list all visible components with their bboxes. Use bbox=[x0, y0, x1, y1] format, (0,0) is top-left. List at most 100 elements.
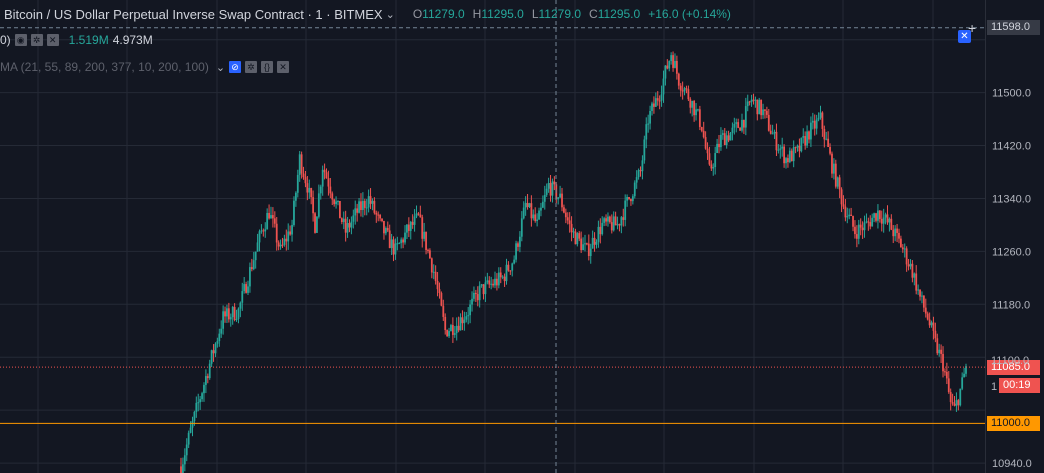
candle-body bbox=[767, 114, 770, 131]
candle-body bbox=[756, 99, 759, 115]
candle-body bbox=[907, 264, 910, 267]
candle-body bbox=[605, 218, 607, 222]
candle-body bbox=[203, 384, 205, 394]
candle-body bbox=[496, 278, 498, 286]
candle-body bbox=[201, 393, 203, 400]
chevron-down-icon[interactable]: ⌄ bbox=[215, 61, 226, 74]
close-icon[interactable]: ✕ bbox=[958, 30, 971, 43]
axis-tick-label: 10940.0 bbox=[992, 458, 1032, 470]
candle-body bbox=[442, 305, 445, 317]
candle-body bbox=[553, 181, 556, 185]
close-icon[interactable]: ✕ bbox=[46, 34, 59, 46]
eye-off-icon[interactable]: ⊘ bbox=[229, 61, 242, 73]
candle-body bbox=[660, 94, 663, 101]
candle-body bbox=[421, 217, 424, 239]
candle-body bbox=[381, 218, 383, 221]
volume-prefix: 0) bbox=[0, 33, 11, 47]
candle-body bbox=[940, 349, 943, 354]
candle-body bbox=[718, 143, 720, 148]
candle-body bbox=[926, 313, 929, 320]
candle-body bbox=[377, 214, 380, 216]
gear-icon[interactable]: ✲ bbox=[245, 61, 258, 73]
candle-body bbox=[501, 276, 504, 278]
candle-body bbox=[566, 217, 569, 221]
candle-body bbox=[541, 201, 544, 208]
candle-body bbox=[474, 292, 477, 295]
candle-body bbox=[645, 124, 648, 140]
candle-body bbox=[270, 215, 272, 219]
candle-body bbox=[792, 147, 795, 162]
candle-body bbox=[616, 224, 619, 226]
candle-body bbox=[882, 217, 885, 224]
candle-body bbox=[235, 319, 238, 321]
candle-body bbox=[494, 278, 496, 286]
plus-icon[interactable]: + bbox=[968, 20, 976, 36]
candle-body bbox=[509, 270, 512, 272]
candle-body bbox=[938, 349, 941, 354]
candle-body bbox=[852, 216, 854, 227]
chevron-down-icon[interactable]: ⌄ bbox=[385, 8, 395, 21]
candle-body bbox=[777, 149, 780, 151]
candle-body bbox=[773, 131, 776, 134]
candle-body bbox=[631, 196, 634, 202]
candle-body bbox=[415, 213, 418, 217]
candle-body bbox=[549, 182, 552, 196]
candle-body bbox=[478, 285, 481, 301]
candle-body bbox=[578, 233, 581, 239]
candle-body bbox=[811, 120, 814, 123]
candle-body bbox=[249, 267, 251, 287]
candle-body bbox=[702, 130, 705, 138]
candle-body bbox=[831, 153, 833, 174]
candle-body bbox=[346, 223, 349, 233]
candle-body bbox=[653, 103, 655, 107]
candle-body bbox=[706, 148, 709, 154]
candle-body bbox=[775, 131, 778, 151]
candle-body bbox=[601, 222, 604, 235]
candle-body bbox=[771, 133, 774, 135]
candle-body bbox=[953, 403, 956, 406]
candle-body bbox=[526, 202, 529, 208]
candle-body bbox=[182, 464, 184, 473]
candle-body bbox=[423, 231, 426, 239]
close-icon[interactable]: ✕ bbox=[277, 61, 290, 73]
candle-body bbox=[758, 99, 761, 115]
candle-body bbox=[559, 193, 561, 198]
candle-body bbox=[857, 224, 860, 239]
candle-body bbox=[608, 216, 611, 223]
eye-icon[interactable]: ◉ bbox=[14, 34, 27, 46]
candle-body bbox=[877, 210, 879, 221]
candle-body bbox=[643, 139, 646, 161]
candle-body bbox=[712, 167, 715, 169]
candle-body bbox=[277, 242, 280, 247]
candle-body bbox=[651, 103, 653, 111]
candle-body bbox=[957, 400, 960, 406]
candle-body bbox=[698, 109, 701, 128]
candle-body bbox=[534, 214, 537, 222]
axis-tick-label: 11420.0 bbox=[992, 141, 1031, 153]
candle-body bbox=[262, 230, 265, 232]
source-code-icon[interactable]: {} bbox=[261, 61, 274, 73]
candle-body bbox=[375, 212, 378, 215]
candle-body bbox=[901, 247, 904, 250]
candle-body bbox=[760, 99, 763, 116]
candle-body bbox=[649, 110, 651, 124]
candle-body bbox=[785, 158, 787, 164]
candle-body bbox=[352, 215, 355, 222]
candle-body bbox=[515, 243, 517, 260]
candle-body bbox=[331, 193, 334, 200]
symbol-title[interactable]: Bitcoin / US Dollar Perpetual Inverse Sw… bbox=[4, 6, 383, 22]
volume-indicator-row: 0) ◉ ✲ ✕ 1.519M 4.973M bbox=[0, 33, 153, 47]
candle-body bbox=[898, 232, 900, 239]
candle-body bbox=[951, 402, 954, 404]
candle-body bbox=[662, 78, 665, 95]
candle-body bbox=[752, 99, 755, 101]
candle-body bbox=[930, 322, 933, 326]
candle-body bbox=[361, 200, 364, 210]
candle-body bbox=[928, 319, 931, 326]
last-price-label: 11085.0 bbox=[987, 359, 1040, 375]
gear-icon[interactable]: ✲ bbox=[30, 34, 43, 46]
candle-body bbox=[727, 135, 730, 141]
candle-body bbox=[444, 316, 447, 330]
candle-body bbox=[446, 329, 449, 337]
